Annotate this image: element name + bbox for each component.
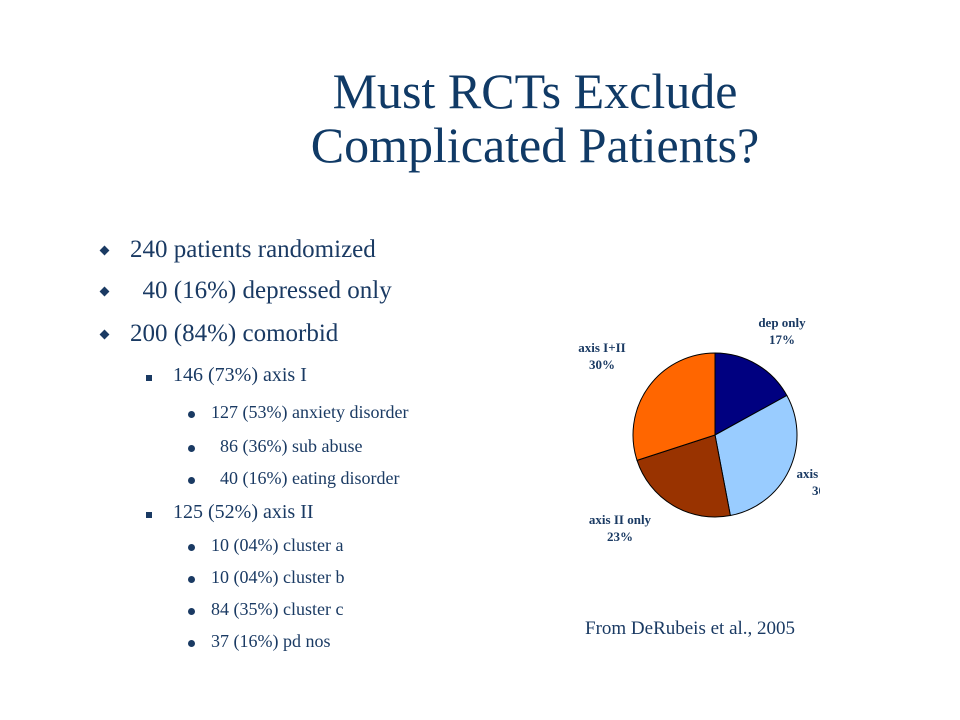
pie-slice-label: axis I only: [796, 466, 820, 481]
bullet-marker-icon: [146, 512, 152, 518]
bullet-marker-icon: [188, 445, 195, 452]
bullet-marker-icon: [99, 329, 110, 340]
pie-slice-axis-ii-only: [636, 434, 731, 518]
bullet-item-level-3: 37 (16%) pd nos: [211, 631, 331, 651]
bullet-item-level-3: 84 (35%) cluster c: [211, 599, 344, 619]
bullet-marker-icon: [188, 544, 195, 551]
bullet-item-level-2: 146 (73%) axis I: [173, 364, 307, 386]
pie-slice-label: dep only: [758, 315, 806, 330]
pie-slice-axis-i-ii: [632, 352, 716, 461]
pie-slice-axis-i-only: [714, 394, 798, 517]
pie-slice-value-label: 30%: [812, 483, 820, 498]
title-line-2: Complicated Patients?: [310, 117, 760, 173]
bullet-item-level-1: 240 patients randomized: [130, 236, 376, 263]
slide-title: Must RCTs Exclude Complicated Patients?: [0, 64, 960, 172]
bullet-marker-icon: [99, 286, 110, 297]
pie-slice-label: axis I+II: [578, 340, 626, 355]
pie-slice-value-label: 30%: [589, 357, 615, 372]
bullet-marker-icon: [188, 640, 195, 647]
bullet-marker-icon: [188, 411, 195, 418]
pie-slice-value-label: 17%: [769, 332, 795, 347]
pie-slice-dep-only: [714, 352, 788, 436]
pie-labels: dep only 17% axis I only 30% axis II only 23%…: [578, 315, 820, 544]
bullet-item-level-2: 125 (52%) axis II: [173, 501, 314, 523]
bullet-marker-icon: [146, 375, 152, 381]
bullet-marker-icon: [188, 477, 195, 484]
bullet-marker-icon: [99, 245, 110, 256]
pie-slice-value-label: 23%: [607, 529, 633, 544]
bullet-marker-icon: [188, 576, 195, 583]
bullet-item-level-3: 10 (04%) cluster a: [211, 535, 344, 555]
bullet-marker-icon: [188, 608, 195, 615]
title-line-1: Must RCTs Exclude: [332, 63, 738, 119]
comorbidity-pie-chart: dep only 17% axis I only 30% axis II only 23%…: [578, 315, 820, 544]
bullet-item-level-3: 127 (53%) anxiety disorder: [211, 402, 409, 422]
bullet-item-level-3: 86 (36%) sub abuse: [211, 436, 363, 456]
bullet-item-level-1: 40 (16%) depressed only: [130, 277, 392, 304]
bullet-item-level-1: 200 (84%) comorbid: [130, 320, 339, 347]
pie-slices: [632, 352, 798, 518]
source-citation: From DeRubeis et al., 2005: [585, 618, 796, 639]
bullet-item-level-3: 10 (04%) cluster b: [211, 567, 345, 587]
bullet-item-level-3: 40 (16%) eating disorder: [211, 468, 400, 488]
pie-slice-label: axis II only: [589, 512, 652, 527]
